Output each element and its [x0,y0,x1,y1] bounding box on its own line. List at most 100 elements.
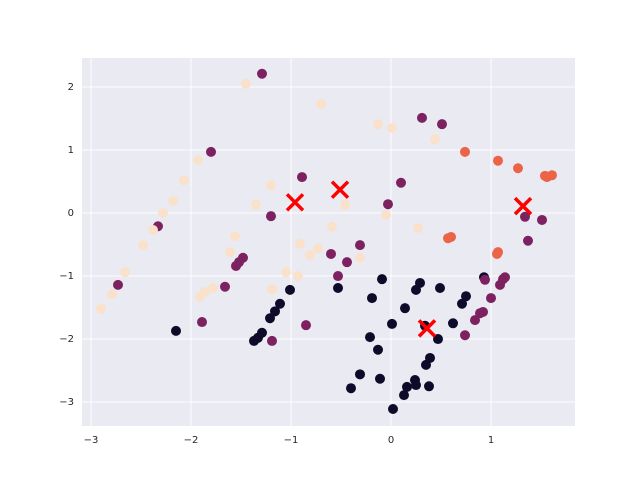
point [493,155,503,166]
point [148,225,158,236]
point [417,112,427,123]
point [513,163,523,174]
point [342,257,352,268]
point [355,369,365,380]
point [435,283,445,293]
point [197,317,207,328]
point [470,315,480,326]
point [542,172,552,183]
point [297,172,307,183]
point [396,177,406,188]
point [480,274,490,285]
point [241,78,251,89]
centroid [417,319,437,338]
point [220,281,230,292]
point [433,334,443,345]
x-tick-label: −3 [84,435,99,446]
point [355,240,365,251]
x-tick-label: −2 [184,435,199,446]
point [257,327,267,338]
point [387,122,397,133]
x-tick-label: 0 [388,435,394,446]
point [448,318,458,329]
centroid [513,196,533,216]
point [537,214,547,225]
point [402,381,412,392]
point [443,233,453,244]
point [113,279,123,290]
point [383,199,393,210]
point [461,291,471,302]
point [270,306,280,317]
y-tick-label: 2 [68,82,74,93]
point [373,119,383,130]
point [301,320,311,331]
point [295,238,305,249]
point [230,231,240,242]
centroid [285,193,305,212]
point [251,199,261,210]
point [457,298,467,309]
point [388,403,398,414]
point [460,146,470,157]
point [281,267,291,278]
x-tick-label: 1 [488,435,494,446]
point [193,155,203,166]
centroid [330,180,350,199]
point [411,380,421,391]
point [365,332,375,343]
point [367,293,377,304]
point [266,211,276,222]
point [293,271,303,282]
point [138,240,148,251]
point [195,291,205,302]
point [387,318,397,329]
point [346,383,356,394]
y-tick-label: 0 [68,208,74,219]
y-tick-label: −2 [59,334,74,345]
point [333,283,343,293]
point [478,306,488,317]
point [340,199,350,210]
point [266,180,276,191]
point [500,272,510,283]
point [430,134,440,145]
point [208,283,218,293]
point [305,250,315,261]
point [120,267,130,278]
point [267,335,277,346]
plot-area [82,58,575,426]
point [285,284,295,295]
point [96,303,106,314]
point [168,196,178,207]
point [107,289,117,300]
point [373,344,383,355]
point [206,146,216,157]
point [400,303,410,314]
point [375,373,385,384]
point [316,99,326,109]
point [225,247,235,258]
point [333,271,343,282]
y-tick-label: 1 [68,145,74,156]
point [437,119,447,130]
point [413,223,423,234]
point [171,325,181,336]
point [179,175,189,186]
point [520,211,530,222]
point [486,293,496,304]
point [424,381,434,392]
point [355,252,365,263]
point [327,221,337,232]
point [377,274,387,285]
point [381,209,391,220]
point [399,390,409,401]
y-tick-label: −1 [59,271,74,282]
point [275,298,285,309]
x-tick-label: −1 [284,435,299,446]
point [523,235,533,246]
point [425,352,435,363]
point [460,330,470,341]
